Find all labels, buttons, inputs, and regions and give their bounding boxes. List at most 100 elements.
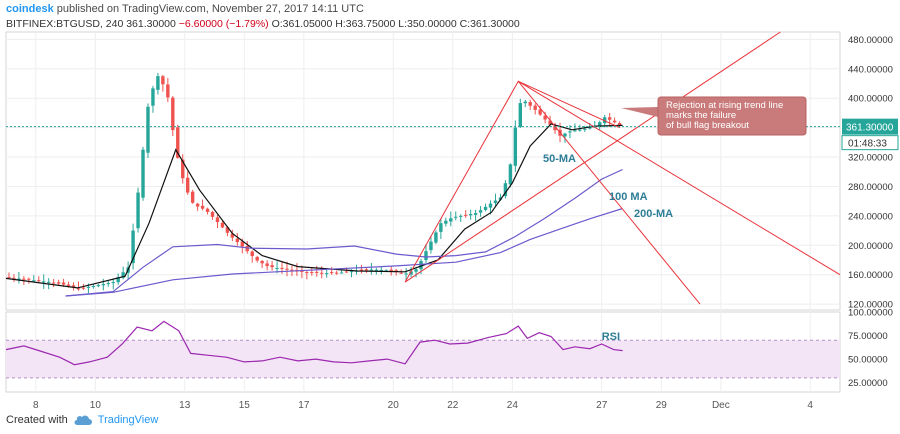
candle-body [235, 238, 240, 243]
x-tick-label: 29 [656, 400, 668, 411]
y-tick-label: 120.00000 [848, 300, 893, 311]
candle-body [320, 272, 324, 274]
candle-body [290, 269, 294, 271]
label-100ma: 100 MA [609, 191, 648, 203]
ohlc-values: O:361.05000 H:363.75000 L:350.00000 C:36… [271, 18, 520, 30]
annotation-line: marks the failure [666, 110, 736, 121]
candle-body [508, 164, 513, 185]
candle-body [409, 271, 413, 275]
candle-body [27, 278, 31, 280]
candle-body [419, 260, 423, 270]
countdown-tag [841, 135, 899, 151]
candle-body [146, 106, 150, 153]
label-50ma: 50-MA [543, 153, 576, 165]
candle-body [607, 117, 612, 120]
tradingview-logo[interactable]: TradingView [97, 414, 159, 426]
rsi-label: RSI [602, 331, 620, 343]
candle-body [573, 130, 577, 132]
candle-body [205, 208, 210, 212]
candle-body [324, 273, 329, 275]
candle-body [265, 263, 269, 267]
annotation-pointer [621, 107, 658, 117]
candle-body [349, 271, 354, 273]
symbol-label: BITFINEX:BTGUSD, 240 [6, 18, 124, 30]
candle-body [101, 284, 105, 286]
candle-body [329, 272, 334, 274]
rsi-tick-label: 25.00000 [848, 378, 888, 389]
candle-body [32, 280, 36, 282]
candle-body [51, 282, 56, 284]
candle-body [429, 241, 433, 251]
tradingview-cloud-icon [74, 415, 92, 425]
candle-body [523, 101, 527, 104]
candle-body [339, 272, 344, 274]
candle-body [225, 227, 230, 233]
candle-body [310, 272, 314, 274]
candle-body [37, 280, 41, 282]
last-price-value: 361.30000 [846, 123, 894, 134]
candle-body [543, 115, 547, 120]
candle-body [66, 284, 71, 286]
candle-body [548, 120, 552, 125]
brand-logo: coindesk [6, 3, 54, 15]
candle-body [483, 206, 488, 210]
candle-body [166, 84, 170, 98]
candle-body [176, 127, 180, 158]
x-tick-label: Dec [712, 400, 730, 411]
rsi-band [6, 340, 840, 378]
candle-body [389, 269, 393, 272]
trend-line [518, 80, 841, 276]
y-tick-label: 200.00000 [848, 241, 893, 252]
annotation-box [657, 96, 807, 136]
candle-body [240, 241, 244, 247]
countdown-value: 01:48:33 [848, 139, 887, 150]
y-tick-label: 320.00000 [848, 153, 893, 164]
candle-body [260, 260, 264, 264]
candle-body [61, 282, 66, 285]
candle-body [399, 272, 403, 274]
candle-body [275, 267, 279, 269]
price-pane [5, 31, 841, 311]
candle-body [344, 271, 349, 273]
candle-body [488, 203, 493, 208]
candle-body [533, 105, 537, 110]
trend-line [518, 80, 620, 129]
candle-body [528, 102, 532, 106]
x-tick-label: 17 [298, 400, 310, 411]
candle-body [513, 127, 518, 166]
rsi-line [5, 320, 623, 366]
x-tick-label: 8 [33, 400, 39, 411]
candle-body [598, 122, 602, 127]
candle-body [478, 210, 483, 213]
candle-body [71, 285, 76, 288]
candle-body [136, 192, 140, 229]
candle-body [563, 133, 567, 137]
candle-body [473, 213, 478, 215]
rsi-tick-label: 75.00000 [848, 331, 888, 342]
rsi-tick-label: 100.00000 [848, 308, 893, 319]
x-tick-label: 10 [90, 400, 102, 411]
candle-body [181, 159, 185, 179]
x-tick-label: 27 [596, 400, 608, 411]
candle-body [56, 282, 61, 284]
price-change: −6.60000 (−1.79%) [178, 18, 269, 30]
candle-body [121, 272, 125, 278]
candle-body [91, 286, 96, 288]
candle-body [553, 125, 557, 131]
candle-body [245, 245, 249, 252]
candle-body [7, 276, 11, 278]
candle-body [444, 220, 448, 224]
candle-body [220, 222, 225, 228]
y-tick-label: 480.00000 [848, 35, 893, 46]
candle-body [449, 218, 453, 222]
candle-body [334, 272, 339, 274]
last-price-tag [842, 118, 898, 135]
candle-body [156, 76, 160, 90]
x-tick-label: 13 [179, 400, 191, 411]
candle-body [617, 123, 622, 126]
candle-body [568, 131, 572, 133]
candle-body [463, 214, 468, 216]
candle-body [493, 200, 498, 204]
candle-body [86, 286, 91, 288]
